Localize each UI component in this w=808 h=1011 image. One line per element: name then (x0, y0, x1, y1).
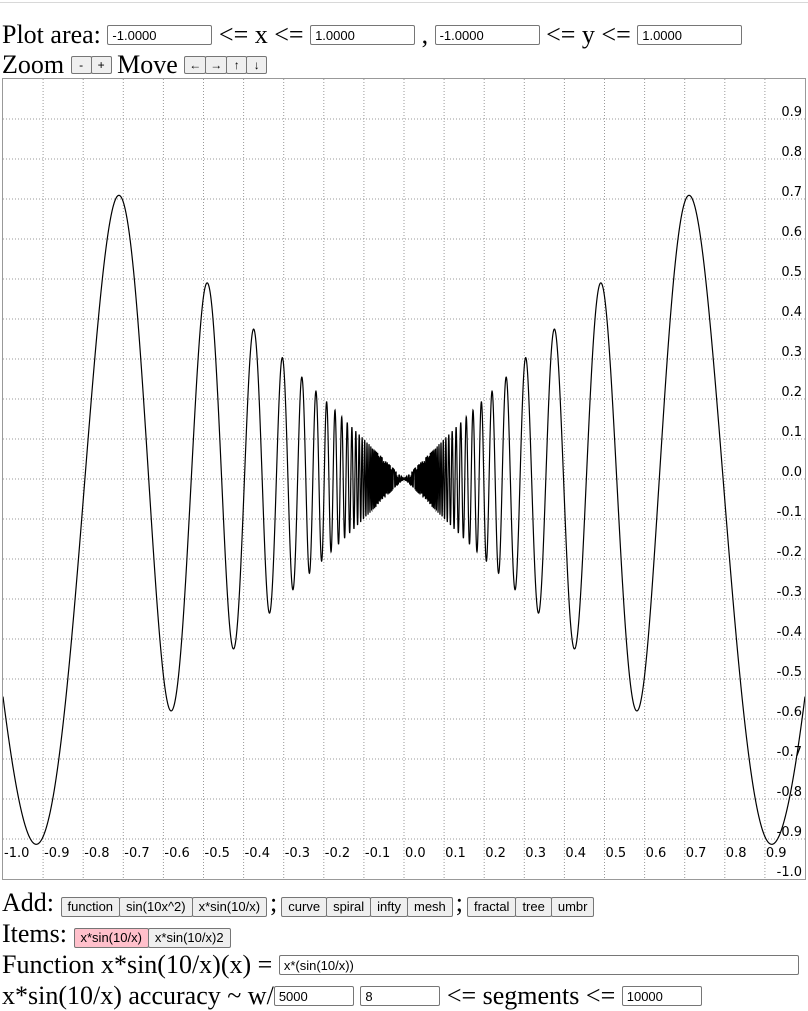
x-tick-label: -0.3 (285, 846, 310, 861)
add-umbr-button[interactable]: umbr (550, 896, 595, 917)
function-curve (3, 194, 805, 845)
x-tick-label: -0.9 (44, 846, 69, 861)
y-tick-label: -0.8 (777, 785, 802, 800)
item-button-0[interactable]: x*sin(10/x) (73, 927, 149, 948)
y-tick-label: -0.9 (777, 825, 802, 840)
y-tick-label: 0.6 (781, 225, 802, 240)
y-tick-label: -0.6 (777, 705, 802, 720)
y-tick-label: 0.2 (781, 385, 802, 400)
x-tick-label: -1.0 (4, 846, 29, 861)
zoom-out-button[interactable]: - (70, 56, 92, 75)
plot-area-label: Plot area: (2, 20, 101, 50)
plot-area-row: Plot area: <= x <= , <= y <= (2, 18, 743, 50)
x-tick-label: -0.6 (164, 846, 189, 861)
add-tree-button[interactable]: tree (515, 896, 552, 917)
x-tick-label: 0.1 (445, 846, 466, 861)
x-tick-label: 0.5 (606, 846, 627, 861)
x-tick-label: -0.1 (365, 846, 390, 861)
x-tick-label: -0.8 (84, 846, 109, 861)
y-tick-label: -0.1 (777, 505, 802, 520)
y-tick-label: 0.5 (781, 265, 802, 280)
function-expression-input[interactable] (278, 955, 799, 976)
add-group-other: fractal tree umbr (467, 888, 595, 917)
x-tick-label: -0.7 (124, 846, 149, 861)
x-tick-label: 0.0 (405, 846, 426, 861)
add-separator-2: ; (455, 888, 464, 918)
add-group-curves: curve spiral infty mesh (281, 888, 453, 917)
zoom-move-row: Zoom - + Move ← → ↑ ↓ (2, 48, 268, 80)
add-curve-button[interactable]: curve (281, 896, 328, 917)
xmin-input[interactable] (107, 25, 213, 46)
y-tick-label: -0.3 (777, 585, 802, 600)
xmax-input[interactable] (310, 25, 416, 46)
accuracy-row: x*sin(10/x) accuracy ~ w/ <= segments <= (2, 979, 702, 1011)
y-tick-label: 0.8 (781, 145, 802, 160)
add-group-basic: function sin(10x^2) x*sin(10/x) (60, 888, 268, 917)
items-label: Items: (2, 919, 67, 949)
function-label: Function x*sin(10/x)(x) = (2, 950, 273, 980)
y-tick-label: -0.4 (777, 625, 802, 640)
zoom-in-button[interactable]: + (90, 56, 112, 75)
function-row: Function x*sin(10/x)(x) = (2, 948, 799, 980)
x-tick-label: 0.6 (646, 846, 667, 861)
range-comma: , (421, 20, 429, 50)
items-list: x*sin(10/x) x*sin(10/x)2 (73, 919, 231, 948)
y-tick-label: 0.7 (781, 185, 802, 200)
add-separator-1: ; (270, 888, 278, 918)
move-right-button[interactable]: → (205, 56, 228, 75)
y-tick-label: 0.1 (781, 425, 802, 440)
x-tick-label: -0.4 (245, 846, 270, 861)
move-label: Move (117, 50, 178, 80)
add-mesh-button[interactable]: mesh (407, 896, 453, 917)
accuracy-label: x*sin(10/x) accuracy ~ w/ (2, 981, 274, 1011)
y-tick-label: -0.5 (777, 665, 802, 680)
add-label: Add: (2, 888, 54, 918)
add-infty-button[interactable]: infty (370, 896, 408, 917)
add-spiral-button[interactable]: spiral (326, 896, 372, 917)
ymax-input[interactable] (637, 25, 743, 46)
segments-operator: <= segments <= (446, 981, 616, 1011)
zoom-label: Zoom (2, 50, 65, 80)
x-tick-label: 0.3 (525, 846, 546, 861)
accuracy-input[interactable] (273, 986, 354, 1007)
plot-canvas[interactable]: -1.0 -0.9 -0.8 -0.7 -0.6 -0.5 -0.4 -0.3 -0.2 -0.1… (2, 78, 806, 880)
y-tick-label: -1.0 (777, 865, 802, 879)
move-up-button[interactable]: ↑ (226, 56, 248, 75)
ymin-input[interactable] (434, 25, 540, 46)
y-tick-label: 0.9 (781, 105, 802, 120)
function-plot[interactable]: -1.0 -0.9 -0.8 -0.7 -0.6 -0.5 -0.4 -0.3 -0.2 -0.1… (3, 79, 805, 879)
add-sin-10x-2-button[interactable]: sin(10x^2) (119, 896, 193, 917)
add-fractal-button[interactable]: fractal (467, 896, 517, 917)
item-button-1[interactable]: x*sin(10/x)2 (147, 927, 231, 948)
y-tick-label: 0.0 (781, 465, 802, 480)
y-tick-label: -0.7 (777, 745, 802, 760)
segments-max-input[interactable] (621, 986, 702, 1007)
segments-min-input[interactable] (360, 986, 441, 1007)
y-range-operator: <= y <= (546, 20, 631, 50)
x-tick-label: 0.4 (565, 846, 586, 861)
x-tick-label: 0.7 (686, 846, 707, 861)
add-function-button[interactable]: function (60, 896, 121, 917)
items-row: Items: x*sin(10/x) x*sin(10/x)2 (2, 917, 231, 949)
x-tick-label: 0.2 (485, 846, 506, 861)
add-row: Add: function sin(10x^2) x*sin(10/x); curve… (2, 886, 595, 918)
x-tick-label: 0.9 (766, 846, 787, 861)
x-tick-label: -0.5 (205, 846, 230, 861)
move-down-button[interactable]: ↓ (246, 56, 268, 75)
x-range-operator: <= x <= (218, 20, 304, 50)
y-tick-label: 0.3 (781, 345, 802, 360)
y-tick-label: 0.4 (781, 305, 802, 320)
x-tick-label: -0.2 (325, 846, 350, 861)
x-tick-label: 0.8 (726, 846, 747, 861)
move-left-button[interactable]: ← (184, 56, 207, 75)
add-x-sin-10-x-button[interactable]: x*sin(10/x) (191, 896, 268, 917)
y-tick-label: -0.2 (777, 545, 802, 560)
top-divider (0, 2, 808, 3)
